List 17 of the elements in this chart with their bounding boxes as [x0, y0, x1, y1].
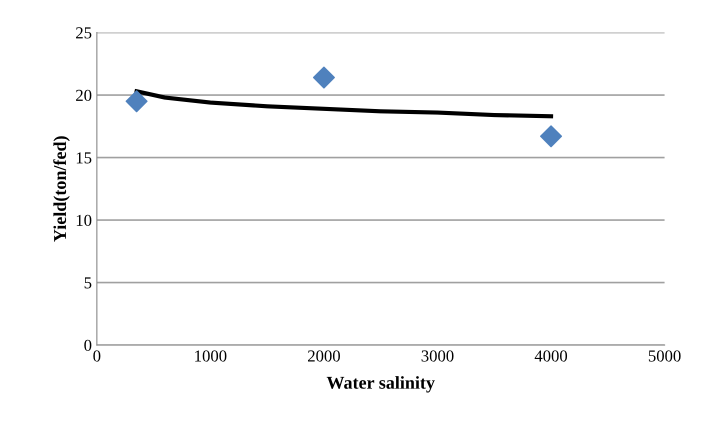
y-axis-title: Yield(ton/fed)	[53, 136, 70, 242]
x-axis-title: Water salinity	[326, 376, 435, 393]
y-tick-label: 15	[76, 152, 92, 164]
x-tick-label: 5000	[648, 350, 681, 362]
point	[312, 66, 335, 89]
x-tick-label: 4000	[534, 350, 568, 362]
y-tick-label: 5	[84, 277, 92, 288]
x-tick-label: 0	[93, 350, 100, 362]
point	[126, 90, 148, 112]
y-tick-label: 20	[76, 90, 92, 101]
y-tick-label: 0	[84, 340, 92, 351]
point	[540, 125, 562, 148]
x-tick-label: 2000	[308, 350, 340, 362]
x-tick-label: 3000	[422, 350, 454, 362]
y-tick-label: 10	[76, 214, 92, 226]
y-tick-label: 25	[76, 27, 92, 38]
x-tick-label: 1000	[195, 350, 226, 362]
